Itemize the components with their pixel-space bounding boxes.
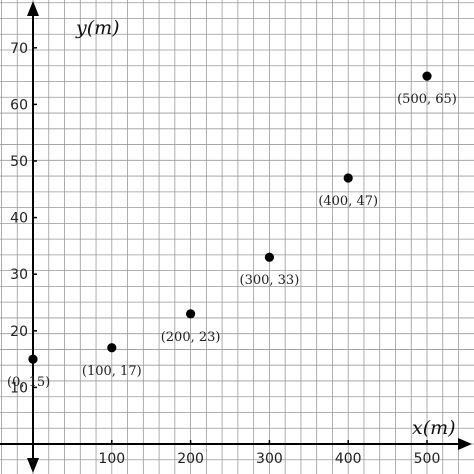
tick-labels: 100 200 300 400 500 10 20 30 40 50 60 70 bbox=[10, 41, 440, 467]
point-label: (100, 17) bbox=[82, 364, 142, 379]
y-tick-label: 60 bbox=[10, 97, 28, 113]
point-label: (0, 15) bbox=[7, 375, 50, 390]
y-tick-label: 50 bbox=[10, 154, 28, 170]
data-point bbox=[28, 354, 38, 364]
y-tick-label: 20 bbox=[10, 324, 28, 340]
data-points bbox=[28, 71, 432, 364]
x-axis-arrow bbox=[458, 438, 472, 450]
y-axis-title: y(m) bbox=[75, 17, 120, 39]
x-tick-label: 300 bbox=[256, 451, 283, 467]
point-label: (200, 23) bbox=[161, 330, 221, 345]
x-tick-label: 100 bbox=[98, 451, 125, 467]
point-label: (400, 47) bbox=[318, 194, 378, 209]
y-tick-label: 10 bbox=[10, 380, 28, 396]
x-tick-label: 500 bbox=[414, 451, 441, 467]
x-tick-label: 400 bbox=[335, 451, 362, 467]
point-label: (500, 65) bbox=[397, 92, 457, 107]
data-point bbox=[107, 343, 117, 353]
y-tick-label: 30 bbox=[10, 267, 28, 283]
y-axis-arrow-top bbox=[27, 1, 39, 16]
x-axis-title: x(m) bbox=[412, 417, 456, 439]
point-labels: (0, 15) (100, 17) (200, 23) (300, 33) (400, … bbox=[7, 92, 457, 390]
y-axis-arrow-bottom bbox=[27, 458, 39, 473]
y-tick-label: 70 bbox=[10, 41, 28, 57]
data-point bbox=[343, 173, 353, 183]
y-tick-label: 40 bbox=[10, 211, 28, 227]
point-label: (300, 33) bbox=[240, 273, 300, 288]
data-point bbox=[422, 71, 432, 81]
x-tick-label: 200 bbox=[177, 451, 204, 467]
data-point bbox=[264, 252, 274, 262]
data-point bbox=[186, 309, 196, 319]
